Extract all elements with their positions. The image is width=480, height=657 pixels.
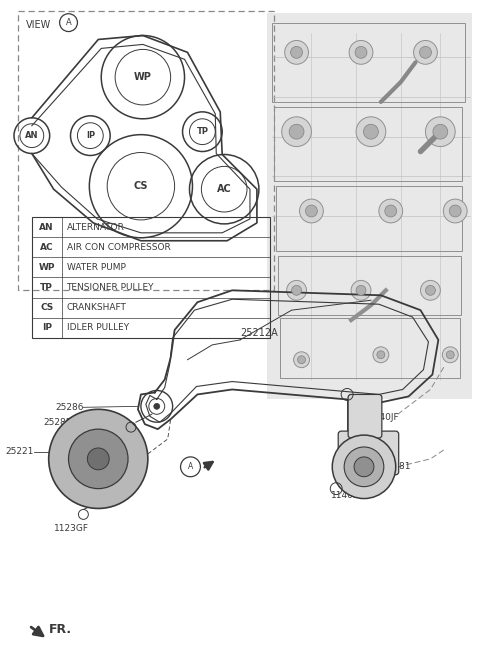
- Text: 25286: 25286: [55, 403, 84, 412]
- Text: TP: TP: [196, 127, 208, 136]
- Text: 25212A: 25212A: [240, 328, 278, 338]
- Circle shape: [377, 351, 385, 359]
- Circle shape: [305, 205, 317, 217]
- Circle shape: [332, 435, 396, 499]
- Circle shape: [48, 409, 148, 509]
- FancyBboxPatch shape: [338, 431, 399, 475]
- Text: CS: CS: [133, 181, 148, 191]
- Circle shape: [69, 429, 128, 489]
- Bar: [272, 22, 465, 102]
- Bar: [18, 11, 274, 290]
- Text: CS: CS: [40, 303, 53, 312]
- Circle shape: [344, 447, 384, 487]
- Text: A: A: [188, 463, 193, 471]
- Text: IP: IP: [42, 323, 52, 332]
- Circle shape: [354, 457, 374, 477]
- Bar: [267, 12, 472, 399]
- Text: IDLER PULLEY: IDLER PULLEY: [67, 323, 129, 332]
- Text: 25221: 25221: [5, 447, 34, 457]
- Circle shape: [443, 347, 458, 363]
- Text: WP: WP: [134, 72, 152, 82]
- Circle shape: [420, 281, 440, 300]
- Circle shape: [425, 285, 435, 295]
- Circle shape: [356, 117, 386, 147]
- Circle shape: [349, 41, 373, 64]
- Text: AN: AN: [39, 223, 54, 231]
- Circle shape: [446, 351, 454, 359]
- Text: AC: AC: [217, 184, 231, 194]
- Circle shape: [355, 47, 367, 58]
- Text: ALTERNATOR: ALTERNATOR: [67, 223, 124, 231]
- Circle shape: [385, 205, 396, 217]
- Circle shape: [300, 199, 324, 223]
- Text: A: A: [66, 18, 72, 27]
- Circle shape: [351, 281, 371, 300]
- Text: 25285P: 25285P: [44, 418, 77, 426]
- Text: FR.: FR.: [48, 623, 72, 636]
- Circle shape: [294, 351, 310, 368]
- Circle shape: [433, 124, 448, 139]
- Text: TP: TP: [40, 283, 53, 292]
- Text: VIEW: VIEW: [26, 20, 51, 30]
- Bar: [278, 256, 461, 315]
- Circle shape: [449, 205, 461, 217]
- Circle shape: [285, 41, 309, 64]
- Bar: [276, 186, 462, 251]
- Bar: [274, 107, 462, 181]
- Circle shape: [287, 281, 307, 300]
- Circle shape: [379, 199, 403, 223]
- Circle shape: [282, 117, 312, 147]
- Text: WP: WP: [38, 263, 55, 272]
- Text: TENSIONER PULLEY: TENSIONER PULLEY: [67, 283, 154, 292]
- Text: WATER PUMP: WATER PUMP: [67, 263, 125, 272]
- Circle shape: [373, 347, 389, 363]
- Circle shape: [425, 117, 455, 147]
- Circle shape: [414, 41, 437, 64]
- Circle shape: [290, 47, 302, 58]
- Text: AIR CON COMPRESSOR: AIR CON COMPRESSOR: [67, 242, 170, 252]
- Circle shape: [292, 285, 301, 295]
- Circle shape: [289, 124, 304, 139]
- Text: 1140ME: 1140ME: [331, 491, 368, 499]
- Circle shape: [356, 285, 366, 295]
- Circle shape: [444, 199, 467, 223]
- Circle shape: [363, 124, 378, 139]
- Bar: [280, 318, 460, 378]
- Bar: [32, 217, 270, 338]
- Text: AN: AN: [25, 131, 38, 140]
- FancyBboxPatch shape: [348, 394, 382, 438]
- Circle shape: [420, 47, 432, 58]
- Circle shape: [154, 403, 160, 409]
- Text: 1140JF: 1140JF: [369, 413, 399, 422]
- Text: 1123GF: 1123GF: [54, 524, 89, 533]
- Circle shape: [298, 356, 305, 364]
- Text: IP: IP: [86, 131, 95, 140]
- Text: AC: AC: [40, 242, 54, 252]
- Text: CRANKSHAFT: CRANKSHAFT: [67, 303, 126, 312]
- Circle shape: [87, 448, 109, 470]
- Text: 25281: 25281: [383, 463, 411, 471]
